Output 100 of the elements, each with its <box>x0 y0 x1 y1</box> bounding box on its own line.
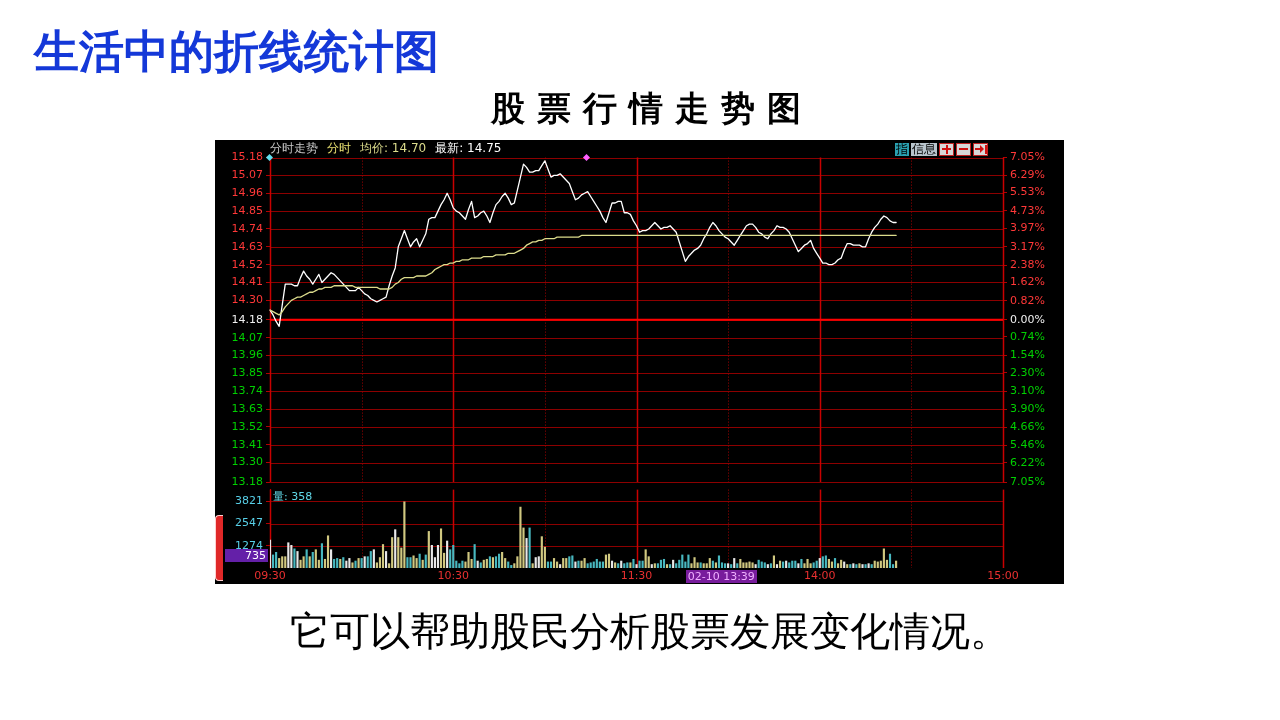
bar <box>439 528 443 568</box>
y-tick-label: 13.18 <box>231 474 263 488</box>
text: 735 <box>225 549 268 562</box>
bar <box>287 542 290 568</box>
bar <box>669 564 672 568</box>
bar <box>473 544 476 568</box>
bar <box>384 551 388 568</box>
bar <box>275 551 278 568</box>
y2-tick-label: 4.66% <box>1010 419 1045 433</box>
bar <box>681 554 684 568</box>
bar <box>424 554 427 568</box>
bar <box>299 559 302 568</box>
y2-tick-label: 4.73% <box>1010 203 1045 217</box>
bar <box>837 563 840 568</box>
bar <box>302 556 305 568</box>
x-tick-label: 15:00 <box>987 569 1019 583</box>
y2-tick-label: 3.17% <box>1010 239 1045 253</box>
bar <box>775 564 779 568</box>
bar <box>418 553 421 568</box>
bar <box>748 561 751 568</box>
y2-tick-label: 5.53% <box>1010 185 1045 199</box>
bar <box>330 549 333 568</box>
bar <box>739 558 742 568</box>
bar <box>604 554 608 568</box>
bar <box>531 563 534 568</box>
bar <box>525 538 528 568</box>
text: 分时 <box>327 140 351 156</box>
bar <box>607 553 611 568</box>
bar <box>742 562 745 568</box>
bar <box>284 556 287 568</box>
bar <box>803 563 806 568</box>
bar <box>736 563 739 568</box>
bar <box>326 535 330 568</box>
y2-tick-label: 7.05% <box>1010 474 1045 488</box>
bar <box>452 545 455 568</box>
x-tick-label: 10:30 <box>437 569 470 583</box>
y-tick-label: 13.74 <box>231 384 263 398</box>
bar <box>305 549 308 568</box>
y-tick-label: 14.30 <box>231 293 263 307</box>
y-tick-label: 3821 <box>235 494 263 508</box>
bar <box>534 557 537 568</box>
y2-tick-label: 7.05% <box>1010 150 1045 164</box>
y2-tick-label: 6.22% <box>1010 455 1045 469</box>
y2-tick-label: 0.74% <box>1010 329 1045 343</box>
bar <box>381 544 385 568</box>
bar <box>427 531 430 568</box>
bar <box>586 563 589 568</box>
y-tick-label: 13.52 <box>231 419 263 433</box>
bar <box>772 555 776 568</box>
bar <box>733 558 736 568</box>
bar <box>397 537 400 568</box>
y-tick-label: 15.18 <box>231 150 263 164</box>
y-tick-label: 14.18 <box>231 312 263 326</box>
y-tick-label: 14.96 <box>231 186 263 200</box>
bar <box>519 506 522 568</box>
y-tick-label: 13.85 <box>231 366 263 380</box>
bar <box>271 554 275 568</box>
chart-title: 生活中的折线统计图 <box>34 24 439 80</box>
text: 02-10 13:39 <box>685 570 757 583</box>
bar <box>497 553 501 568</box>
y-tick-label: 14.41 <box>231 275 263 289</box>
text: 最新: 14.75 <box>435 140 502 156</box>
y-tick-label: 14.63 <box>231 239 263 253</box>
bar <box>675 563 678 568</box>
bar <box>571 555 574 568</box>
bar <box>333 558 336 568</box>
y2-tick-label: 0.82% <box>1010 293 1045 307</box>
y-tick-label: 15.07 <box>231 168 263 182</box>
bar <box>320 543 323 568</box>
y2-tick-label: 0.00% <box>1010 312 1045 326</box>
bar <box>723 563 727 568</box>
y-tick-label: 13.63 <box>231 401 263 415</box>
y2-tick-label: 3.97% <box>1010 221 1045 235</box>
bar <box>665 564 669 568</box>
y-tick-label: 13.30 <box>231 455 263 469</box>
x-tick-label: 14:00 <box>803 569 836 583</box>
bar <box>430 545 433 568</box>
text: 均价: 14.70 <box>360 140 427 156</box>
bar <box>882 548 885 568</box>
x-tick-label: 11:30 <box>620 569 653 583</box>
y-tick-label: 14.52 <box>231 257 263 271</box>
y-tick-label: 1274 <box>235 538 263 552</box>
y-tick-label: 13.41 <box>231 437 263 451</box>
bar <box>693 557 696 568</box>
text: 分时走势 <box>270 140 318 156</box>
bar <box>745 562 748 568</box>
bar <box>281 556 284 568</box>
bar <box>806 558 809 568</box>
y2-tick-label: 1.54% <box>1010 348 1045 362</box>
bar <box>540 536 543 568</box>
bar <box>467 551 470 568</box>
bar <box>562 558 565 568</box>
y-tick-label: 2547 <box>235 516 263 530</box>
bar <box>687 554 690 568</box>
bar <box>449 549 452 568</box>
text: 信息 <box>911 141 937 156</box>
bar <box>436 545 440 568</box>
y2-tick-label: 6.29% <box>1010 167 1045 181</box>
bar <box>717 555 721 568</box>
bar <box>632 558 635 568</box>
